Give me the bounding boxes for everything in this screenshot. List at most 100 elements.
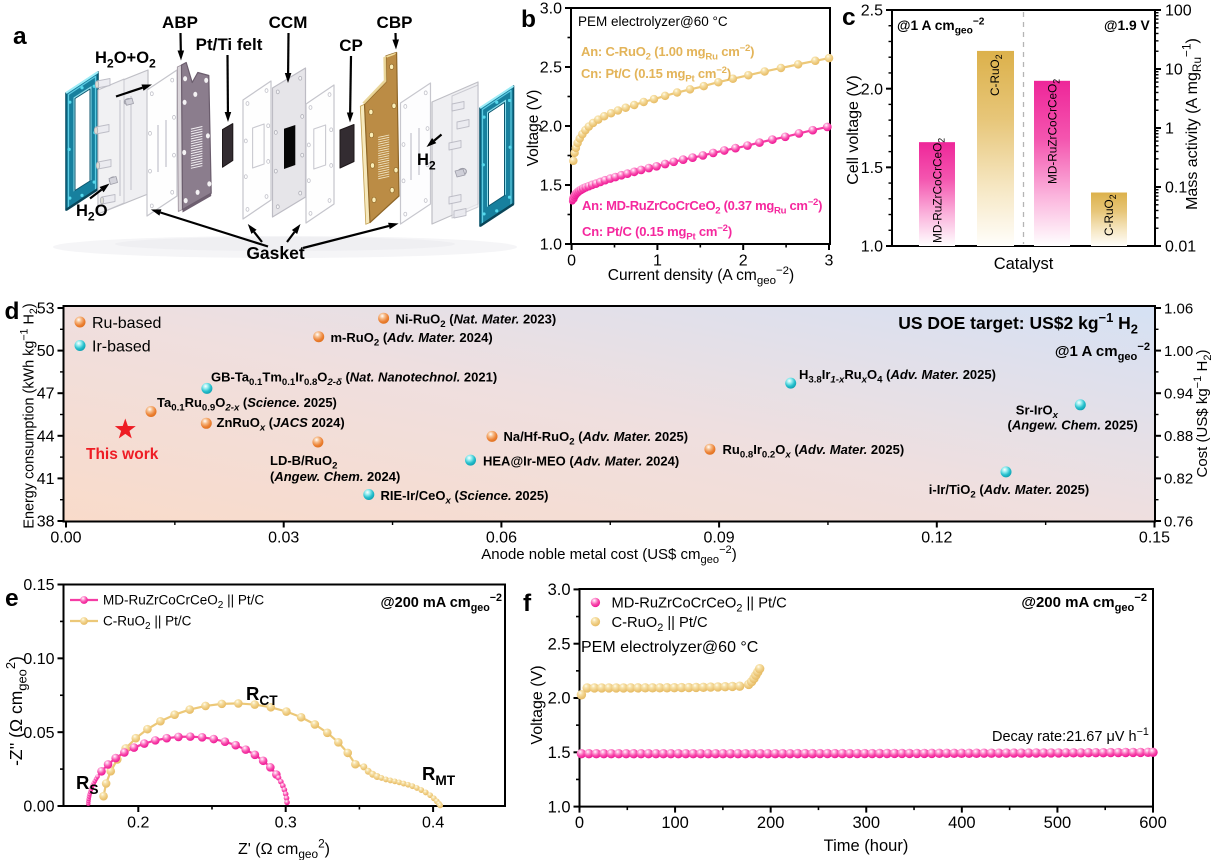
svg-text:GB-Ta0.1Tm0.1Ir0.8O2-δ (Nat. N: GB-Ta0.1Tm0.1Ir0.8O2-δ (Nat. Nanotechnol… (211, 370, 497, 388)
svg-text:1.00: 1.00 (1164, 343, 1193, 360)
svg-text:Ta0.1Ru0.9O2-x (Science. 2025): Ta0.1Ru0.9O2-x (Science. 2025) (157, 395, 337, 413)
svg-text:0.09: 0.09 (704, 530, 735, 547)
svg-text:C-RuO2: C-RuO2 (988, 54, 1004, 96)
svg-text:Anode noble metal cost (US$ cm: Anode noble metal cost (US$ cmgeo−2) (481, 544, 736, 566)
svg-text:3: 3 (825, 253, 834, 270)
svg-text:1.5: 1.5 (540, 178, 562, 195)
svg-text:Ni-RuO2 (Nat. Mater. 2023): Ni-RuO2 (Nat. Mater. 2023) (396, 312, 557, 330)
svg-text:38: 38 (37, 514, 55, 531)
svg-text:This work: This work (86, 446, 159, 463)
svg-text:i-Ir/TiO2 (Adv. Mater. 2025): i-Ir/TiO2 (Adv. Mater. 2025) (929, 482, 1089, 500)
svg-text:3.0: 3.0 (540, 1, 562, 18)
svg-text:53: 53 (37, 301, 55, 318)
svg-text:Time (hour): Time (hour) (824, 837, 909, 855)
svg-text:600: 600 (1139, 814, 1167, 832)
svg-text:Catalyst: Catalyst (994, 255, 1054, 273)
svg-text:47: 47 (37, 386, 55, 403)
svg-text:MD-RuZrCoCrCeO2 || Pt/C: MD-RuZrCoCrCeO2 || Pt/C (103, 593, 264, 612)
svg-text:a: a (13, 23, 27, 50)
svg-text:RIE-Ir/CeOx (Science. 2025): RIE-Ir/CeOx (Science. 2025) (381, 488, 549, 506)
svg-text:1.5: 1.5 (861, 160, 883, 177)
svg-text:(Angew. Chem. 2024): (Angew. Chem. 2024) (270, 469, 400, 484)
svg-text:f: f (523, 590, 532, 617)
svg-text:An: C-RuO2 (1.00 mgRu cm−2): An: C-RuO2 (1.00 mgRu cm−2) (581, 43, 754, 63)
svg-text:US DOE target: US$2 kg−1 H2: US DOE target: US$2 kg−1 H2 (898, 310, 1138, 337)
svg-text:10: 10 (1165, 62, 1183, 79)
svg-text:Pt/Ti felt: Pt/Ti felt (196, 35, 263, 54)
svg-text:41: 41 (37, 471, 55, 488)
svg-text:1.0: 1.0 (861, 239, 883, 256)
svg-text:0.2: 0.2 (127, 815, 149, 832)
svg-text:500: 500 (1044, 814, 1072, 832)
svg-text:CP: CP (339, 36, 363, 55)
svg-text:@1.9 V: @1.9 V (1104, 18, 1150, 33)
svg-text:Energy consumption (kWh kg−1 H: Energy consumption (kWh kg−1 H2) (19, 303, 41, 528)
svg-text:3.0: 3.0 (548, 581, 571, 599)
svg-text:An: MD-RuZrCoCrCeO2 (0.37 mgRu: An: MD-RuZrCoCrCeO2 (0.37 mgRu cm−2) (582, 197, 822, 217)
svg-text:100: 100 (1165, 3, 1192, 20)
svg-text:Mass activity (A mgRu−1): Mass activity (A mgRu−1) (1180, 38, 1205, 210)
svg-text:C-RuO2 || Pt/C: C-RuO2 || Pt/C (612, 615, 709, 634)
svg-text:d: d (5, 298, 20, 325)
svg-text:300: 300 (852, 814, 880, 832)
svg-text:MD-RuZrCoCrCeO2: MD-RuZrCoCrCeO2 (931, 138, 947, 243)
svg-text:Gasket: Gasket (246, 243, 305, 263)
svg-text:1: 1 (1165, 121, 1174, 138)
svg-text:Na/Hf-RuO2 (Adv. Mater. 2025): Na/Hf-RuO2 (Adv. Mater. 2025) (504, 429, 689, 447)
svg-text:2.5: 2.5 (548, 635, 571, 653)
svg-text:H2O+O2: H2O+O2 (95, 49, 156, 70)
svg-text:PEM electrolyzer@60 °C: PEM electrolyzer@60 °C (581, 639, 758, 656)
svg-text:2.0: 2.0 (540, 119, 562, 136)
svg-text:PEM electrolyzer@60 °C: PEM electrolyzer@60 °C (578, 14, 728, 29)
svg-text:1.0: 1.0 (540, 237, 562, 254)
svg-text:e: e (5, 585, 19, 612)
svg-text:0.94: 0.94 (1164, 386, 1193, 403)
svg-text:C-RuO2: C-RuO2 (1102, 194, 1118, 236)
svg-text:ZnRuOx (JACS 2024): ZnRuOx (JACS 2024) (217, 415, 345, 433)
svg-text:0.15: 0.15 (1139, 530, 1170, 547)
svg-text:CCM: CCM (269, 13, 308, 32)
svg-text:0.3: 0.3 (275, 815, 297, 832)
svg-text:44: 44 (37, 428, 55, 445)
svg-text:0.15: 0.15 (23, 577, 54, 594)
svg-text:1.0: 1.0 (548, 798, 571, 816)
svg-text:0: 0 (567, 253, 576, 270)
svg-text:Cell voltage (V): Cell voltage (V) (845, 75, 862, 184)
svg-text:MD-RuZrCoCrCeO2 || Pt/C: MD-RuZrCoCrCeO2 || Pt/C (612, 596, 788, 615)
svg-text:100: 100 (661, 814, 689, 832)
svg-text:0.06: 0.06 (486, 530, 517, 547)
svg-text:Cn: Pt/C (0.15 mgPt cm−2): Cn: Pt/C (0.15 mgPt cm−2) (582, 223, 732, 243)
svg-text:Decay rate:21.67 μV h−1: Decay rate:21.67 μV h−1 (992, 726, 1149, 745)
svg-text:0.01: 0.01 (1165, 239, 1196, 256)
svg-text:Current density (A cmgeo−2): Current density (A cmgeo−2) (608, 265, 794, 287)
svg-text:(Angew. Chem. 2025): (Angew. Chem. 2025) (1008, 418, 1138, 433)
svg-text:Voltage (V): Voltage (V) (529, 665, 546, 744)
svg-text:b: b (521, 6, 536, 33)
svg-text:2.0: 2.0 (861, 81, 883, 98)
svg-text:0.00: 0.00 (23, 799, 54, 816)
svg-text:1.5: 1.5 (548, 744, 571, 762)
svg-text:ABP: ABP (162, 13, 198, 32)
svg-text:-Z'' (Ω cmgeo2): -Z'' (Ω cmgeo2) (3, 656, 30, 766)
svg-text:C-RuO2 || Pt/C: C-RuO2 || Pt/C (103, 614, 192, 633)
svg-text:0.76: 0.76 (1164, 513, 1193, 530)
svg-text:0.82: 0.82 (1164, 471, 1193, 488)
svg-text:2.0: 2.0 (548, 690, 571, 708)
svg-text:0.4: 0.4 (422, 815, 444, 832)
svg-text:Ir-based: Ir-based (92, 339, 151, 356)
svg-text:RCT: RCT (246, 683, 278, 708)
svg-text:2: 2 (739, 253, 748, 270)
svg-text:0.03: 0.03 (268, 530, 299, 547)
svg-text:0.10: 0.10 (23, 651, 54, 668)
svg-text:1: 1 (653, 253, 662, 270)
svg-text:Z' (Ω cmgeo2): Z' (Ω cmgeo2) (238, 837, 330, 860)
svg-text:RMT: RMT (422, 763, 456, 788)
svg-text:@200 mA cmgeo−2: @200 mA cmgeo−2 (381, 592, 502, 614)
svg-text:0.1: 0.1 (1165, 180, 1187, 197)
svg-text:HEA@Ir-MEO (Adv. Mater. 2024): HEA@Ir-MEO (Adv. Mater. 2024) (483, 454, 679, 469)
svg-text:@200 mA cmgeo−2: @200 mA cmgeo−2 (1021, 592, 1147, 614)
svg-text:Cn: Pt/C (0.15 mgPt cm−2): Cn: Pt/C (0.15 mgPt cm−2) (581, 65, 731, 85)
svg-text:2.5: 2.5 (861, 3, 883, 20)
svg-text:@1 A cmgeo−2: @1 A cmgeo−2 (1055, 341, 1150, 363)
svg-text:H2: H2 (417, 151, 436, 172)
